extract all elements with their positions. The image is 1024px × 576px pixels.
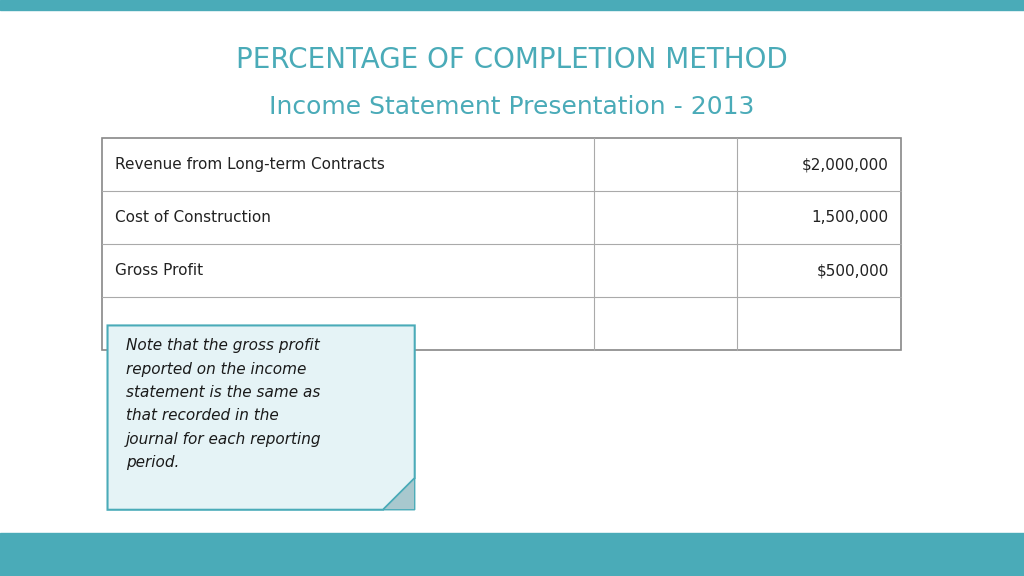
Bar	[0, 0, 1024, 10]
Text: Note that the gross profit
reported on the income
statement is the same as
that : Note that the gross profit reported on t…	[126, 338, 322, 470]
Text: $2,000,000: $2,000,000	[802, 157, 889, 172]
Bar	[102, 138, 901, 350]
Text: Cost of Construction: Cost of Construction	[115, 210, 270, 225]
Text: Revenue from Long-term Contracts: Revenue from Long-term Contracts	[115, 157, 385, 172]
Text: 15: 15	[982, 548, 998, 561]
Bar	[0, 533, 1024, 576]
Polygon shape	[383, 478, 415, 510]
Text: Income Statement Presentation - 2013: Income Statement Presentation - 2013	[269, 94, 755, 119]
Text: PERCENTAGE OF COMPLETION METHOD: PERCENTAGE OF COMPLETION METHOD	[237, 47, 787, 74]
Polygon shape	[108, 325, 415, 510]
Text: Gross Profit: Gross Profit	[115, 263, 203, 278]
Text: 1,500,000: 1,500,000	[812, 210, 889, 225]
Text: $500,000: $500,000	[816, 263, 889, 278]
